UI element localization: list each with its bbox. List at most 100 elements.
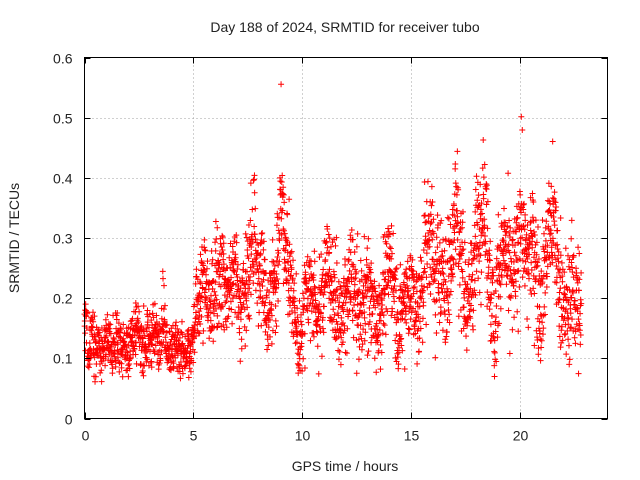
- data-point: [564, 252, 571, 259]
- data-point: [567, 325, 574, 332]
- data-point: [410, 268, 417, 275]
- data-point: [311, 283, 318, 290]
- data-point: [471, 287, 478, 294]
- data-point: [401, 281, 408, 288]
- data-point: [487, 299, 494, 306]
- data-point: [279, 172, 286, 179]
- data-point: [387, 245, 394, 252]
- data-point: [305, 319, 312, 326]
- data-point: [555, 258, 562, 265]
- data-point: [237, 358, 244, 365]
- data-point: [530, 198, 537, 205]
- data-point: [512, 252, 519, 259]
- axis-ticks: 0 0.1 0.2 0.3 0.4 0.5 0.6 0 5 10 15 20: [53, 51, 608, 444]
- data-point: [122, 341, 129, 348]
- data-point: [416, 335, 423, 342]
- data-point: [471, 277, 478, 284]
- data-point: [472, 291, 479, 298]
- data-point: [249, 206, 256, 213]
- data-point: [420, 247, 427, 254]
- data-point: [551, 252, 558, 259]
- data-point: [278, 81, 285, 88]
- data-point: [138, 347, 145, 354]
- data-point: [493, 302, 500, 309]
- data-point: [328, 315, 335, 322]
- data-point: [388, 222, 395, 229]
- data-point: [218, 243, 225, 250]
- data-point: [132, 351, 139, 358]
- data-point: [266, 288, 273, 295]
- data-point: [284, 249, 291, 256]
- data-point: [280, 227, 287, 234]
- data-point: [476, 289, 483, 296]
- data-point: [326, 266, 333, 273]
- data-point: [500, 238, 507, 245]
- data-point: [403, 303, 410, 310]
- data-point: [529, 244, 536, 251]
- data-point: [161, 302, 168, 309]
- data-point: [149, 341, 156, 348]
- data-point: [521, 250, 528, 257]
- data-point: [473, 173, 480, 180]
- data-point: [318, 353, 325, 360]
- data-point: [272, 289, 279, 296]
- data-point: [243, 234, 250, 241]
- data-point: [484, 225, 491, 232]
- data-point: [506, 229, 513, 236]
- data-point: [197, 293, 204, 300]
- data-point: [222, 318, 229, 325]
- data-point: [292, 340, 299, 347]
- data-point: [186, 360, 193, 367]
- data-point: [445, 299, 452, 306]
- data-point: [103, 332, 110, 339]
- data-point: [378, 349, 385, 356]
- data-point: [148, 358, 155, 365]
- data-point: [255, 275, 262, 282]
- data-point: [565, 263, 572, 270]
- data-point: [555, 269, 562, 276]
- data-point: [282, 242, 289, 249]
- data-point: [275, 298, 282, 305]
- data-point: [481, 161, 488, 168]
- data-point: [262, 328, 269, 335]
- data-point: [172, 354, 179, 361]
- data-point: [563, 351, 570, 358]
- data-point: [416, 348, 423, 355]
- data-point: [250, 177, 257, 184]
- data-point: [251, 223, 258, 230]
- data-point: [491, 349, 498, 356]
- data-point: [472, 186, 479, 193]
- data-point: [400, 298, 407, 305]
- data-point: [445, 215, 452, 222]
- data-point: [352, 266, 359, 273]
- data-point: [562, 245, 569, 252]
- data-point: [197, 280, 204, 287]
- data-point: [452, 180, 459, 187]
- data-point: [219, 303, 226, 310]
- data-point: [92, 373, 99, 380]
- data-point: [252, 205, 259, 212]
- data-point: [539, 217, 546, 224]
- data-point: [140, 372, 147, 379]
- data-point: [542, 237, 549, 244]
- data-point: [249, 238, 256, 245]
- data-point: [353, 370, 360, 377]
- data-point: [243, 297, 250, 304]
- data-point: [493, 358, 500, 365]
- data-point: [307, 286, 314, 293]
- data-point: [449, 273, 456, 280]
- data-point: [336, 348, 343, 355]
- data-point: [567, 310, 574, 317]
- data-point: [304, 295, 311, 302]
- data-point: [420, 269, 427, 276]
- data-point: [238, 345, 245, 352]
- data-point: [426, 281, 433, 288]
- data-point: [187, 368, 194, 375]
- data-point: [232, 281, 239, 288]
- data-point: [226, 254, 233, 261]
- data-point: [170, 365, 177, 372]
- data-point: [152, 342, 159, 349]
- y-tick-label: 0.2: [53, 291, 73, 307]
- data-point: [173, 319, 180, 326]
- data-point: [125, 342, 132, 349]
